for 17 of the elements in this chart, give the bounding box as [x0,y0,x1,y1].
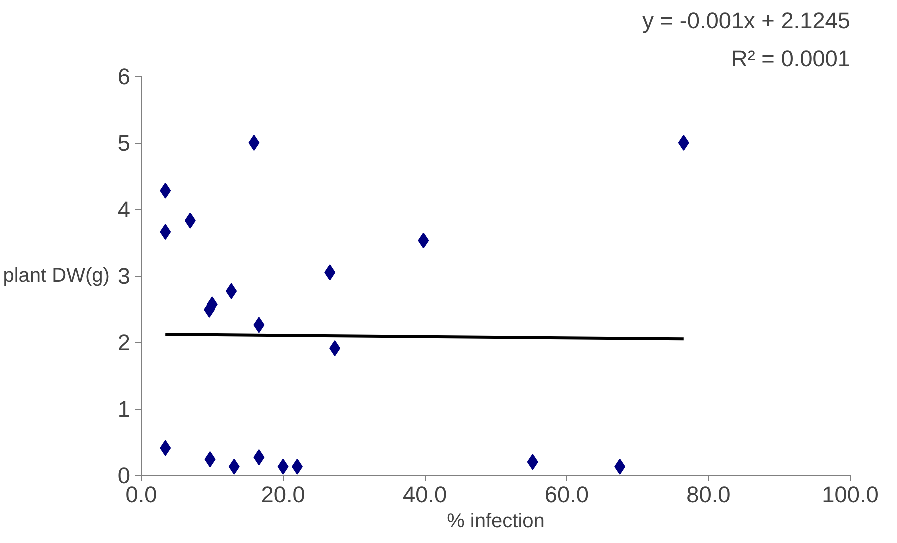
y-tick-label: 1 [118,396,131,422]
point [248,135,260,151]
point [678,135,690,151]
y-tick-label: 3 [118,263,131,289]
x-tick-label: 80.0 [686,482,731,508]
x-tick-label: 60.0 [544,482,589,508]
x-tick-label: 20.0 [261,482,306,508]
x-axis-title: % infection [447,510,545,532]
y-tick-label: 6 [118,64,131,90]
y-tick-label: 2 [118,330,131,356]
x-tick-label: 40.0 [403,482,448,508]
text: y = -0.001x + 2.1245 [642,8,851,34]
y-tick-label: 5 [118,130,131,156]
text: R² = 0.0001 [731,46,851,72]
y-tick-label: 4 [118,196,131,222]
x-tick-label: 100.0 [822,482,879,508]
y-axis-title: plant DW(g) [3,265,110,287]
